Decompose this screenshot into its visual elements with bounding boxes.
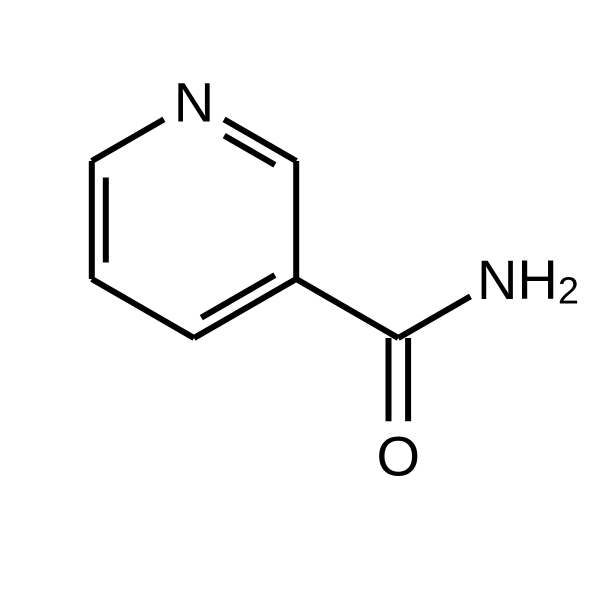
atom-label-O8: O [377, 425, 421, 488]
molecule-diagram: NONH2 [0, 0, 600, 600]
atom-label-N1: N [174, 71, 214, 134]
